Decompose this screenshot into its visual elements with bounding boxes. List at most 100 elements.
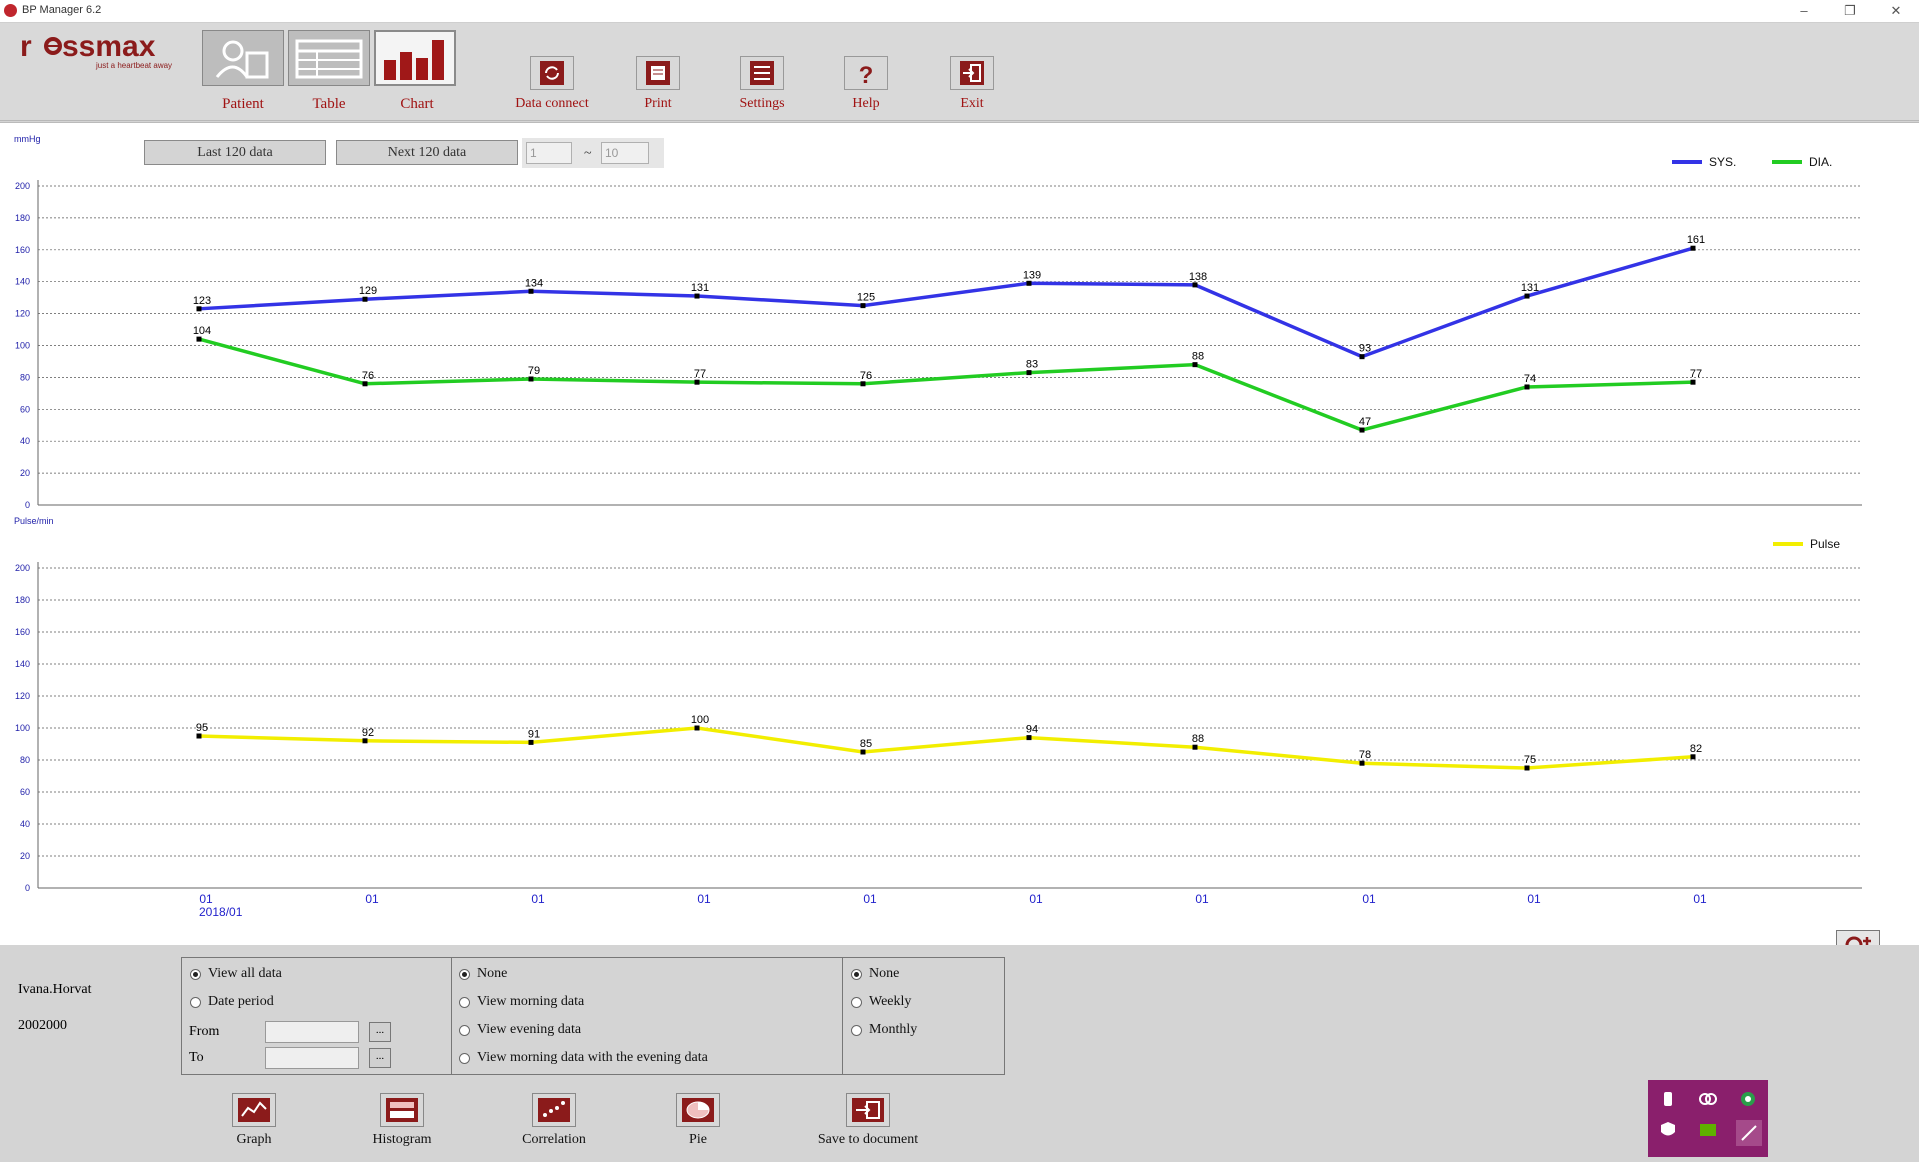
shield-icon[interactable] [1661, 1122, 1675, 1136]
radio-button[interactable] [190, 968, 201, 980]
patient-id: 2002000 [18, 1018, 67, 1033]
y-tick-label: 100 [15, 341, 30, 351]
monthly-option[interactable]: Monthly [851, 1022, 917, 1038]
link-icon[interactable] [1699, 1093, 1717, 1105]
filter-none-label: None [477, 966, 508, 981]
tab-patient-label: Patient [222, 96, 264, 112]
from-label: From [189, 1024, 220, 1039]
view-morning-evening-option[interactable]: View morning data with the evening data [459, 1050, 708, 1066]
svg-text:r: r [20, 30, 32, 63]
view-evening-option[interactable]: View evening data [459, 1022, 581, 1038]
pie-button[interactable] [676, 1093, 720, 1127]
y-tick-label: 140 [15, 659, 30, 669]
usb-icon[interactable] [1664, 1092, 1672, 1106]
data-label: 104 [193, 325, 211, 337]
save-to-document-button[interactable] [846, 1093, 890, 1127]
data-point [1690, 245, 1696, 251]
radio-button[interactable] [459, 1024, 470, 1036]
data-point [196, 733, 202, 739]
from-date-field[interactable] [265, 1021, 359, 1043]
data-point [1690, 379, 1696, 385]
tab-chart[interactable] [374, 30, 456, 86]
pen-icon[interactable] [1736, 1120, 1762, 1146]
series-line-pulse [198, 726, 1694, 770]
exit-button[interactable] [950, 56, 994, 90]
system-tray-popup [1648, 1080, 1768, 1157]
data-label: 79 [528, 365, 540, 377]
question-icon: ? [859, 62, 874, 89]
y-axis-label: mmHg [14, 134, 41, 144]
help-label: Help [852, 96, 880, 111]
restore-button[interactable]: ❐ [1844, 3, 1856, 18]
app-icon [4, 4, 17, 17]
data-point [1359, 354, 1365, 360]
scatter-icon [538, 1098, 570, 1122]
data-label: 85 [860, 738, 872, 750]
radio-button[interactable] [459, 1052, 470, 1064]
range-from-input[interactable]: 1 [526, 142, 572, 164]
view-evening-label: View evening data [477, 1022, 582, 1037]
view-morning-option[interactable]: View morning data [459, 994, 584, 1010]
divider [451, 958, 452, 1074]
print-button[interactable] [636, 56, 680, 90]
filter-none-option[interactable]: None [459, 966, 507, 982]
data-point [860, 749, 866, 755]
weekly-label: Weekly [869, 994, 912, 1009]
monthly-label: Monthly [869, 1022, 918, 1037]
data-point [694, 379, 700, 385]
nvidia-icon[interactable] [1700, 1124, 1716, 1136]
group-none-option[interactable]: None [851, 966, 899, 982]
radio-button[interactable] [851, 968, 862, 980]
settings-button[interactable] [740, 56, 784, 90]
to-date-field[interactable] [265, 1047, 359, 1069]
data-label: 100 [691, 714, 709, 726]
y-tick-label: 40 [20, 819, 30, 829]
data-label: 161 [1687, 234, 1705, 246]
histogram-icon [386, 1098, 418, 1122]
to-date-browse-button[interactable]: ... [369, 1048, 391, 1068]
graph-button[interactable] [232, 1093, 276, 1127]
save-to-document-label: Save to document [817, 1132, 919, 1147]
data-point [1192, 282, 1198, 288]
data-label: 78 [1359, 749, 1371, 761]
next-120-data-button[interactable]: Next 120 data [336, 140, 518, 165]
patient-name: Ivana.Horvat [18, 982, 92, 997]
data-point [362, 381, 368, 387]
last-120-data-button[interactable]: Last 120 data [144, 140, 326, 165]
tab-table[interactable] [288, 30, 370, 86]
radio-button[interactable] [459, 968, 470, 980]
chrome-icon[interactable] [1741, 1092, 1755, 1106]
histogram-button[interactable] [380, 1093, 424, 1127]
histogram-label: Histogram [372, 1132, 432, 1147]
y-tick-label: 180 [15, 213, 30, 223]
data-point [1192, 362, 1198, 368]
data-point [1524, 293, 1530, 299]
radio-button[interactable] [851, 1024, 862, 1036]
radio-button[interactable] [190, 996, 201, 1008]
correlation-button[interactable] [532, 1093, 576, 1127]
close-button[interactable]: ✕ [1890, 3, 1902, 18]
help-button[interactable]: ? [844, 56, 888, 90]
data-point [1690, 754, 1696, 760]
data-point [196, 336, 202, 342]
data-label: 123 [193, 295, 211, 307]
data-label: 131 [1521, 282, 1539, 294]
data-connect-button[interactable] [530, 56, 574, 90]
from-date-browse-button[interactable]: ... [369, 1022, 391, 1042]
view-morning-label: View morning data [477, 994, 585, 1009]
data-label: 94 [1026, 724, 1038, 736]
x-tick-label: 01 [1195, 892, 1209, 906]
tab-table-label: Table [312, 96, 346, 112]
view-all-data-option[interactable]: View all data [190, 966, 282, 982]
radio-button[interactable] [851, 996, 862, 1008]
radio-button[interactable] [459, 996, 470, 1008]
x-tick-label: 01 [1693, 892, 1707, 906]
printer-icon [646, 61, 670, 85]
minimize-button[interactable]: – [1800, 3, 1808, 18]
range-to-input[interactable]: 10 [601, 142, 649, 164]
weekly-option[interactable]: Weekly [851, 994, 911, 1010]
date-period-option[interactable]: Date period [190, 994, 274, 1010]
data-label: 47 [1359, 416, 1371, 428]
tab-patient[interactable] [202, 30, 284, 86]
x-tick-label: 01 [365, 892, 379, 906]
